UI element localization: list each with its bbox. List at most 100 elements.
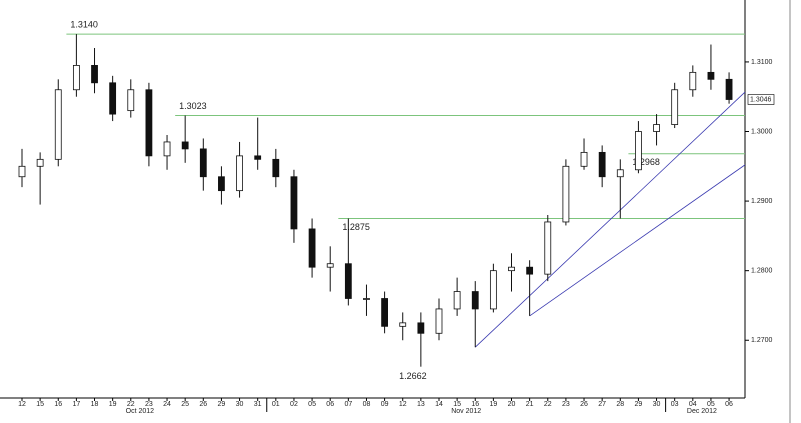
y-tick-label: 1.2800 (751, 268, 773, 275)
candle-body (471, 291, 479, 310)
candle-body (218, 176, 225, 192)
candle-body (580, 151, 588, 167)
candle-body (435, 308, 443, 334)
candle-body (18, 165, 26, 178)
candle-body (689, 71, 697, 91)
candle-body (145, 89, 153, 157)
candle-body (181, 141, 189, 150)
candle-body (635, 131, 642, 171)
candle-body (91, 65, 98, 84)
x-tick-label: 24 (163, 401, 171, 408)
x-tick-label: 12 (399, 401, 407, 408)
x-tick-label: 29 (218, 401, 226, 408)
x-tick-label: 30 (653, 401, 661, 408)
x-tick-label: 06 (725, 401, 733, 408)
x-tick-label: 06 (326, 401, 334, 408)
candle-body (508, 266, 515, 272)
x-tick-label: 30 (236, 401, 244, 408)
candle-body (127, 89, 135, 112)
last-price-box (747, 94, 775, 105)
candle-body (707, 71, 715, 80)
x-tick-label: 21 (526, 401, 534, 408)
x-tick-label: 16 (471, 401, 479, 408)
y-tick-label: 1.2900 (751, 198, 773, 205)
x-tick-label: 01 (272, 401, 280, 408)
candle-body (290, 176, 298, 230)
level-label: 1.3140 (70, 19, 98, 29)
month-label: Dec 2012 (687, 408, 717, 415)
x-tick-label: 08 (363, 401, 371, 408)
level-label: 1.3023 (179, 101, 207, 111)
x-tick-label: 02 (290, 401, 298, 408)
candle-body (72, 65, 80, 91)
x-tick-label: 26 (580, 401, 588, 408)
candle-body (363, 298, 370, 300)
x-tick-label: 19 (489, 401, 497, 408)
candle-body (526, 266, 534, 275)
x-tick-label: 26 (199, 401, 207, 408)
candle-body (54, 89, 62, 160)
y-tick-label: 1.2700 (751, 337, 773, 344)
x-tick-label: 09 (381, 401, 389, 408)
x-tick-label: 07 (344, 401, 352, 408)
x-tick-label: 18 (91, 401, 99, 408)
x-tick-label: 25 (181, 401, 189, 408)
candle-body (598, 151, 606, 178)
candle-body (344, 263, 352, 299)
x-tick-label: 17 (72, 401, 80, 408)
x-tick-label: 12 (18, 401, 26, 408)
x-tick-label: 29 (635, 401, 643, 408)
candle-body (163, 141, 171, 157)
y-tick-label: 1.3100 (751, 59, 773, 66)
x-tick-label: 05 (308, 401, 316, 408)
candle-body (725, 78, 733, 100)
month-label: Nov 2012 (451, 408, 481, 415)
candle-body (489, 270, 497, 310)
x-tick-label: 22 (127, 401, 135, 408)
x-tick-label: 04 (689, 401, 697, 408)
candle-body (453, 291, 461, 310)
month-label: Oct 2012 (126, 408, 155, 415)
trendline (529, 164, 746, 317)
x-tick-label: 23 (562, 401, 570, 408)
candle-body (254, 155, 262, 160)
trendline (474, 91, 746, 348)
x-tick-label: 05 (707, 401, 715, 408)
x-tick-label: 28 (616, 401, 624, 408)
x-tick-label: 15 (36, 401, 44, 408)
candle-body (616, 169, 624, 178)
x-tick-label: 14 (435, 401, 443, 408)
x-tick-label: 31 (254, 401, 262, 408)
x-tick-label: 19 (109, 401, 117, 408)
low-label: 1.2662 (399, 371, 427, 381)
x-tick-label: 20 (508, 401, 516, 408)
x-tick-label: 03 (671, 401, 679, 408)
candle-body (109, 82, 117, 115)
candle-body (399, 322, 407, 327)
x-tick-label: 22 (544, 401, 552, 408)
candle-body (236, 155, 243, 192)
x-tick-label: 27 (598, 401, 606, 408)
candle-body (326, 263, 334, 268)
x-tick-label: 16 (54, 401, 62, 408)
x-tick-label: 13 (417, 401, 425, 408)
candle-body (544, 221, 552, 275)
last-price-label: 1.3046 (750, 96, 772, 103)
candle-body (562, 165, 570, 223)
x-tick-label: 23 (145, 401, 153, 408)
y-tick-label: 1.3000 (751, 128, 773, 135)
level-label: 1.2875 (342, 222, 370, 232)
candle-body (199, 148, 207, 178)
candle-body (381, 298, 389, 327)
candle-body (671, 89, 679, 125)
candle-body (36, 158, 44, 167)
candle-body (653, 124, 660, 132)
level-label: 1.2968 (632, 157, 660, 167)
candle-body (308, 228, 316, 268)
candle-body (417, 322, 425, 334)
candle-body (272, 158, 280, 178)
x-tick-label: 15 (453, 401, 461, 408)
